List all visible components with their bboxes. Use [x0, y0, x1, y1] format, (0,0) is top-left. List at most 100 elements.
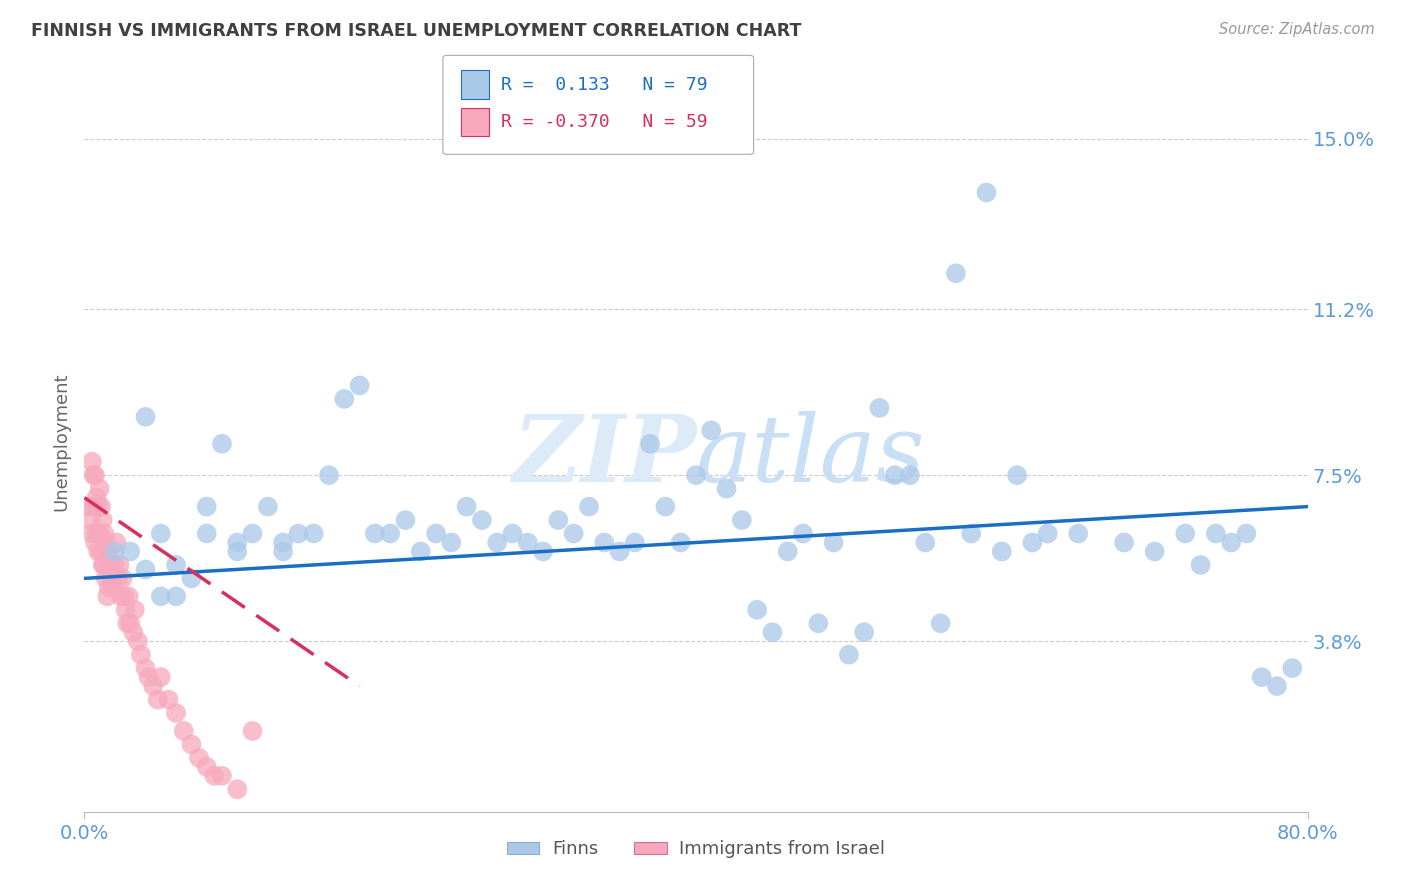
Point [242, 723, 264, 738]
Point [120, 544, 142, 558]
Y-axis label: Unemployment: Unemployment [52, 372, 70, 511]
Point [173, 723, 195, 738]
Text: R =  0.133   N = 79: R = 0.133 N = 79 [501, 76, 707, 94]
Point [90, 500, 112, 514]
Point [271, 535, 294, 549]
Point [149, 526, 172, 541]
Point [976, 186, 998, 200]
Point [135, 562, 157, 576]
Point [991, 544, 1014, 558]
Point [929, 616, 952, 631]
Point [654, 500, 676, 514]
Point [180, 738, 202, 752]
Point [101, 571, 124, 585]
Point [202, 769, 225, 783]
Point [226, 544, 249, 558]
Point [124, 603, 146, 617]
Point [883, 468, 905, 483]
Point [97, 544, 120, 558]
Point [105, 535, 128, 549]
Point [792, 526, 814, 541]
Point [318, 468, 340, 483]
Point [823, 535, 845, 549]
Point [165, 590, 187, 604]
Point [211, 769, 233, 783]
Point [127, 634, 149, 648]
Point [86, 491, 108, 505]
Point [380, 526, 402, 541]
Point [914, 535, 936, 549]
Point [112, 590, 135, 604]
Point [77, 500, 100, 514]
Point [898, 468, 921, 483]
Point [91, 558, 114, 572]
Point [110, 590, 132, 604]
Point [111, 571, 134, 585]
Point [486, 535, 509, 549]
Point [1036, 526, 1059, 541]
Point [1265, 679, 1288, 693]
Point [93, 558, 115, 572]
Point [83, 468, 105, 483]
Point [609, 544, 631, 558]
Point [195, 500, 218, 514]
Point [593, 535, 616, 549]
Point [1005, 468, 1028, 483]
Point [94, 535, 117, 549]
Point [502, 526, 524, 541]
Point [91, 513, 114, 527]
Point [89, 526, 111, 541]
Point [242, 526, 264, 541]
Point [84, 535, 107, 549]
Point [302, 526, 325, 541]
Point [349, 378, 371, 392]
Point [98, 558, 121, 572]
Point [157, 692, 180, 706]
Point [945, 266, 967, 280]
Text: FINNISH VS IMMIGRANTS FROM ISRAEL UNEMPLOYMENT CORRELATION CHART: FINNISH VS IMMIGRANTS FROM ISRAEL UNEMPL… [31, 22, 801, 40]
Point [226, 782, 249, 797]
Text: R = -0.370   N = 59: R = -0.370 N = 59 [501, 113, 707, 131]
Point [440, 535, 463, 549]
Point [96, 590, 118, 604]
Point [1250, 670, 1272, 684]
Point [211, 437, 233, 451]
Point [287, 526, 309, 541]
Point [165, 558, 187, 572]
Point [146, 692, 169, 706]
Point [1205, 526, 1227, 541]
Point [103, 580, 125, 594]
Point [135, 661, 157, 675]
Point [89, 482, 111, 496]
Point [1174, 526, 1197, 541]
Point [562, 526, 585, 541]
Point [394, 513, 416, 527]
Point [86, 526, 108, 541]
Point [90, 544, 112, 558]
Point [624, 535, 647, 549]
Point [271, 544, 294, 558]
Point [869, 401, 891, 415]
Point [471, 513, 494, 527]
Point [97, 580, 120, 594]
Point [96, 544, 118, 558]
Point [1143, 544, 1166, 558]
Point [195, 526, 218, 541]
Point [195, 760, 218, 774]
Point [761, 625, 783, 640]
Point [516, 535, 538, 549]
Point [456, 500, 478, 514]
Point [364, 526, 387, 541]
Point [731, 513, 754, 527]
Point [180, 571, 202, 585]
Point [1189, 558, 1212, 572]
Point [716, 482, 738, 496]
Point [94, 571, 117, 585]
Text: Source: ZipAtlas.com: Source: ZipAtlas.com [1219, 22, 1375, 37]
Point [104, 558, 127, 572]
Point [87, 544, 110, 558]
Point [149, 590, 172, 604]
Legend: Finns, Immigrants from Israel: Finns, Immigrants from Israel [499, 833, 893, 865]
Point [120, 616, 142, 631]
Point [333, 392, 356, 406]
